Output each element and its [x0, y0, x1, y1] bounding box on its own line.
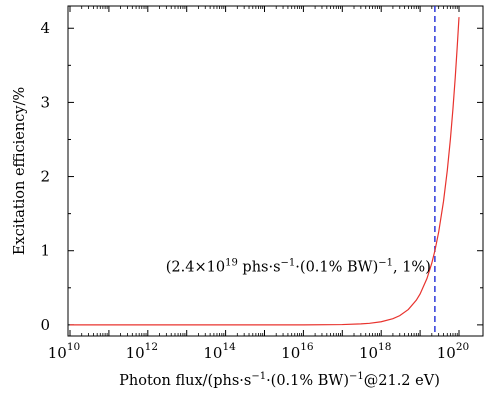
x-tick-label: 1012	[126, 341, 158, 362]
x-tick-label: 1014	[203, 341, 236, 362]
y-tick-label: 3	[40, 93, 50, 111]
x-axis-title: Photon flux/(phs·s−1·(0.1% BW)−1@21.2 eV…	[119, 371, 440, 389]
x-tick-label: 1010	[48, 341, 80, 362]
y-tick-label: 4	[40, 19, 50, 37]
series-line	[70, 17, 460, 326]
y-tick-label: 0	[40, 316, 50, 334]
x-tick-label: 1018	[359, 341, 391, 362]
y-tick-label: 1	[40, 242, 50, 260]
x-tick-label: 1016	[281, 341, 314, 362]
plot-frame	[67, 5, 484, 337]
y-tick-label: 2	[40, 168, 50, 186]
y-axis-title: Excitation efficiency/%	[12, 87, 28, 255]
plot-area: 0 1 2 3 4 1010 1012 1014 1016 1018 1020 Excitation …	[12, 5, 484, 389]
annotation-label: (2.4×1019 phs·s−1·(0.1% BW)−1, 1%)	[166, 258, 431, 276]
x-tick-label: 1020	[437, 341, 469, 362]
